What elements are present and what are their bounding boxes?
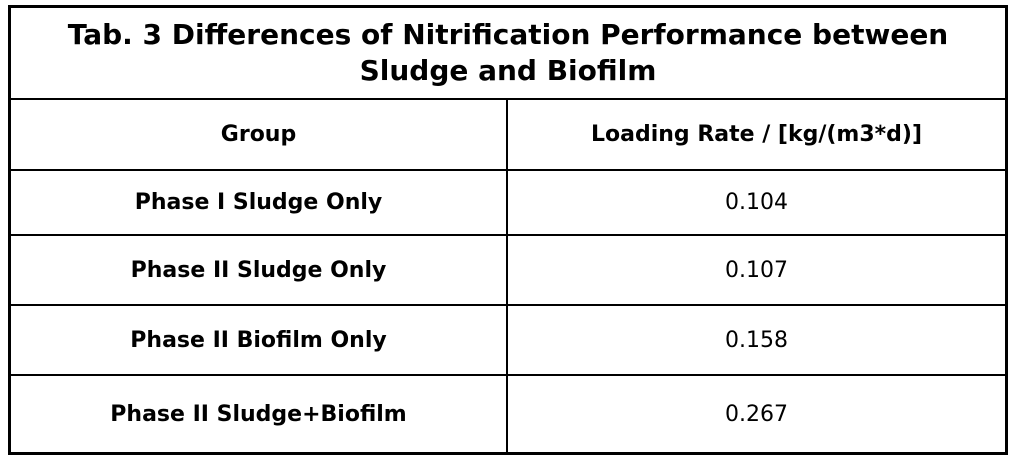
row-value-phase-2-biofilm-only: 0.158 [725, 327, 788, 353]
table-row: Phase I Sludge Only 0.104 [11, 169, 1005, 234]
table-title: Tab. 3 Differences of Nitrification Perf… [11, 8, 1005, 98]
column-header-group: Group [11, 100, 508, 169]
row-value-phase-1-sludge-only: 0.104 [725, 190, 788, 215]
nitrification-performance-table: Tab. 3 Differences of Nitrification Perf… [8, 5, 1008, 455]
column-header-loading-rate: Loading Rate / [kg/(m3*d)] [590, 122, 923, 147]
row-group-phase-2-sludge-only: Phase II Sludge Only [11, 236, 508, 304]
row-value-phase-2-sludge-only: 0.107 [725, 257, 788, 283]
table-row: Phase II Sludge+Biofilm 0.267 [11, 374, 1005, 452]
table-row: Phase II Sludge Only 0.107 [11, 234, 1005, 304]
row-value-phase-2-sludge-plus-biofilm: 0.267 [725, 401, 788, 427]
table-title-line-2: Sludge and Biofilm [359, 54, 657, 87]
row-group-phase-1-sludge-only: Phase I Sludge Only [11, 171, 508, 234]
table-row: Phase II Biofilm Only 0.158 [11, 304, 1005, 374]
row-group-phase-2-sludge-plus-biofilm: Phase II Sludge+Biofilm [11, 376, 508, 452]
table-title-line-1: Tab. 3 Differences of Nitrification Perf… [67, 18, 949, 51]
table-header-row: Group Loading Rate / [kg/(m3*d)] [11, 98, 1005, 169]
row-group-phase-2-biofilm-only: Phase II Biofilm Only [11, 306, 508, 374]
